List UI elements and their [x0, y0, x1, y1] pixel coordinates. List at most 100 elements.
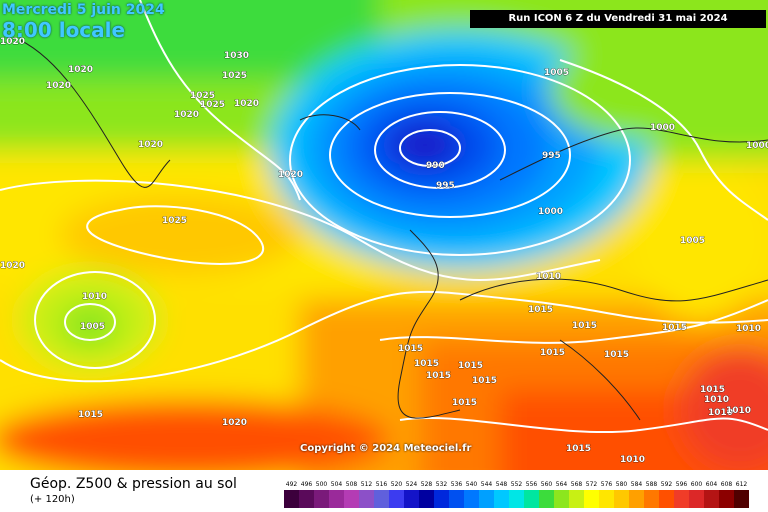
- scale-color-swatch: [284, 490, 299, 508]
- scale-color-swatch: [464, 490, 479, 508]
- scale-color-swatch: [419, 490, 434, 508]
- scale-color-swatch: [329, 490, 344, 508]
- scale-value-label: 568: [571, 481, 583, 488]
- isobar-label: 1000: [650, 123, 675, 133]
- scale-color-swatch: [524, 490, 539, 508]
- scale-color-swatch: [314, 490, 329, 508]
- run-info-banner: Run ICON 6 Z du Vendredi 31 mai 2024: [470, 10, 766, 28]
- copyright-notice: Copyright © 2024 Meteociel.fr: [300, 443, 472, 454]
- isobar-label: 1025: [162, 216, 187, 226]
- isobar-label: 1025: [190, 91, 215, 101]
- isobar-label: 1010: [620, 455, 645, 465]
- scale-value-label: 564: [556, 481, 568, 488]
- scale-color-swatch: [359, 490, 374, 508]
- scale-value-label: 588: [646, 481, 658, 488]
- scale-value-label: 604: [706, 481, 718, 488]
- scale-color-swatch: [569, 490, 584, 508]
- scale-value-label: 500: [316, 481, 328, 488]
- isobar-label: 1015: [78, 410, 103, 420]
- scale-color-swatch: [719, 490, 734, 508]
- map-title: Géop. Z500 & pression au sol: [30, 476, 237, 492]
- scale-value-label: 600: [691, 481, 703, 488]
- scale-color-swatch: [374, 490, 389, 508]
- scale-value-label: 552: [511, 481, 523, 488]
- map-forecast-offset: (+ 120h): [30, 494, 75, 505]
- isobar-label: 1005: [680, 236, 705, 246]
- isobar-label: 1010: [536, 272, 561, 282]
- scale-color-swatch: [389, 490, 404, 508]
- scale-value-label: 608: [721, 481, 733, 488]
- scale-color-swatch: [554, 490, 569, 508]
- scale-color-swatch: [494, 490, 509, 508]
- isobar-label: 1015: [572, 321, 597, 331]
- isobar-label: 1015: [458, 361, 483, 371]
- scale-value-label: 556: [526, 481, 538, 488]
- isobar-label: 995: [542, 151, 561, 161]
- isobar-label: 1020: [0, 37, 25, 47]
- forecast-date: Mercredi 5 juin 2024: [2, 2, 165, 18]
- scale-color-swatch: [509, 490, 524, 508]
- isobar-label: 995: [436, 181, 455, 191]
- scale-value-label: 536: [451, 481, 463, 488]
- scale-value-label: 504: [331, 481, 343, 488]
- scale-value-label: 540: [466, 481, 478, 488]
- isobar-label: 990: [426, 161, 445, 171]
- scale-color-swatch: [644, 490, 659, 508]
- isobar-label: 1015: [604, 350, 629, 360]
- map-svg: 1020 1020 1020 1030 1025 1025 1025 1020 …: [0, 0, 768, 470]
- scale-value-label: 544: [481, 481, 493, 488]
- scale-color-swatch: [299, 490, 314, 508]
- isobar-label: 1000: [538, 207, 563, 217]
- scale-value-label: 492: [286, 481, 298, 488]
- geopotential-field: [0, 0, 768, 470]
- isobar-label: 1025: [222, 71, 247, 81]
- isobar-label: 1020: [234, 99, 259, 109]
- isobar-label: 1020: [278, 170, 303, 180]
- scale-value-label: 508: [346, 481, 358, 488]
- scale-color-swatch: [629, 490, 644, 508]
- scale-color-swatch: [479, 490, 494, 508]
- isobar-label: 1030: [224, 51, 249, 61]
- isobar-label: 1015: [398, 344, 423, 354]
- isobar-label: 1020: [174, 110, 199, 120]
- scale-color-swatch: [659, 490, 674, 508]
- scale-color-swatch: [674, 490, 689, 508]
- isobar-label: 1010: [726, 406, 751, 416]
- isobar-label: 1015: [414, 359, 439, 369]
- weather-map: 1020 1020 1020 1030 1025 1025 1025 1020 …: [0, 0, 768, 470]
- isobar-label: 1015: [566, 444, 591, 454]
- scale-color-swatch: [404, 490, 419, 508]
- isobar-label: 1005: [80, 322, 105, 332]
- isobar-label: 1015: [452, 398, 477, 408]
- scale-value-label: 576: [601, 481, 613, 488]
- scale-value-label: 524: [406, 481, 418, 488]
- scale-color-swatch: [734, 490, 749, 508]
- scale-value-label: 572: [586, 481, 598, 488]
- isobar-label: 1025: [200, 100, 225, 110]
- isobars: [0, 0, 768, 432]
- isobar-label: 1015: [426, 371, 451, 381]
- isobar-label: 1015: [662, 323, 687, 333]
- scale-value-label: 532: [436, 481, 448, 488]
- scale-value-label: 516: [376, 481, 388, 488]
- isobar-label: 1020: [46, 81, 71, 91]
- scale-color-swatch: [614, 490, 629, 508]
- isobar-label: 1010: [736, 324, 761, 334]
- scale-color-swatch: [704, 490, 719, 508]
- scale-value-label: 592: [661, 481, 673, 488]
- coastlines: [19, 39, 768, 421]
- isobar-label: 1020: [68, 65, 93, 75]
- scale-value-label: 528: [421, 481, 433, 488]
- isobar-label: 1010: [82, 292, 107, 302]
- isobar-label: 1015: [700, 385, 725, 395]
- scale-color-swatch: [344, 490, 359, 508]
- map-footer: Géop. Z500 & pression au sol (+ 120h) 49…: [0, 470, 768, 512]
- scale-color-swatch: [584, 490, 599, 508]
- isobar-label: 1000: [746, 141, 768, 151]
- scale-value-label: 496: [301, 481, 313, 488]
- scale-value-label: 512: [361, 481, 373, 488]
- isobar-label: 1020: [138, 140, 163, 150]
- scale-color-swatch: [539, 490, 554, 508]
- scale-color-swatch: [599, 490, 614, 508]
- scale-value-label: 596: [676, 481, 688, 488]
